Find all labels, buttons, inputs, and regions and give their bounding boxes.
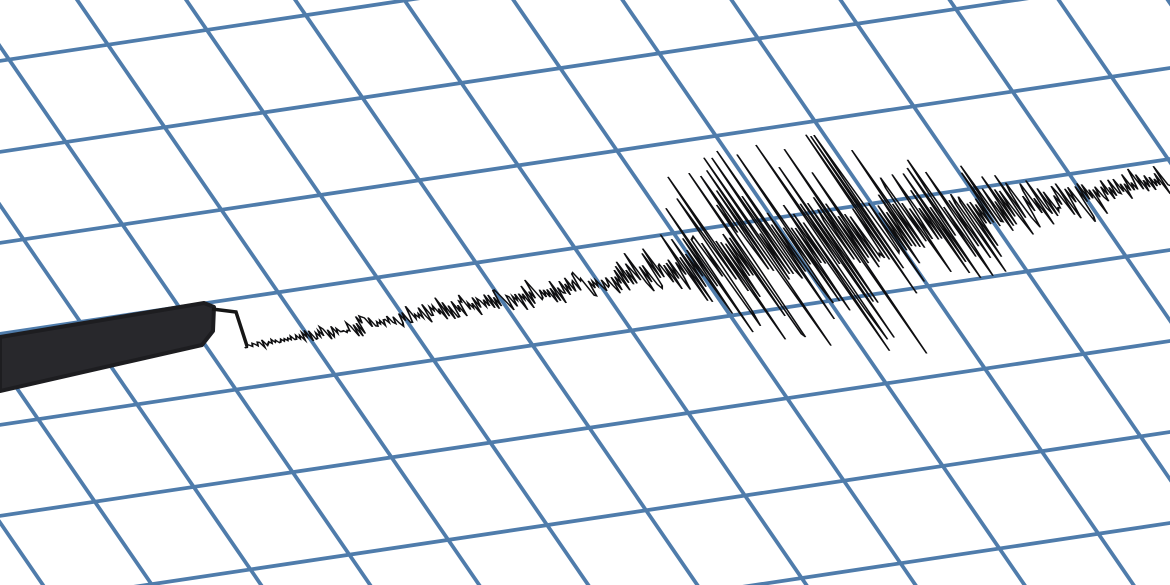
pen-arm [0,301,216,393]
grid-line-horizontal [0,295,1170,537]
grid-line-vertical [227,0,787,585]
grid-line-horizontal [0,47,1170,290]
grid-line-horizontal [0,130,1170,372]
seismogram-trace [244,134,1170,354]
grid-line-vertical [29,0,589,585]
grid-line-vertical [425,0,985,585]
grid-line-horizontal [0,377,1170,585]
grid-line-vertical [326,0,886,585]
pen-arm-group [0,301,249,393]
grid-line-vertical [0,0,490,585]
grid-line-horizontal [0,0,1170,207]
grid-line-horizontal [0,212,1170,455]
grid-line-vertical [128,0,688,585]
grid-line-vertical [722,0,1170,585]
grid-line-horizontal [0,0,1170,125]
pen-nib-icon [211,307,249,347]
grid-line-horizontal [0,460,1170,585]
grid-line-vertical [820,0,1170,585]
